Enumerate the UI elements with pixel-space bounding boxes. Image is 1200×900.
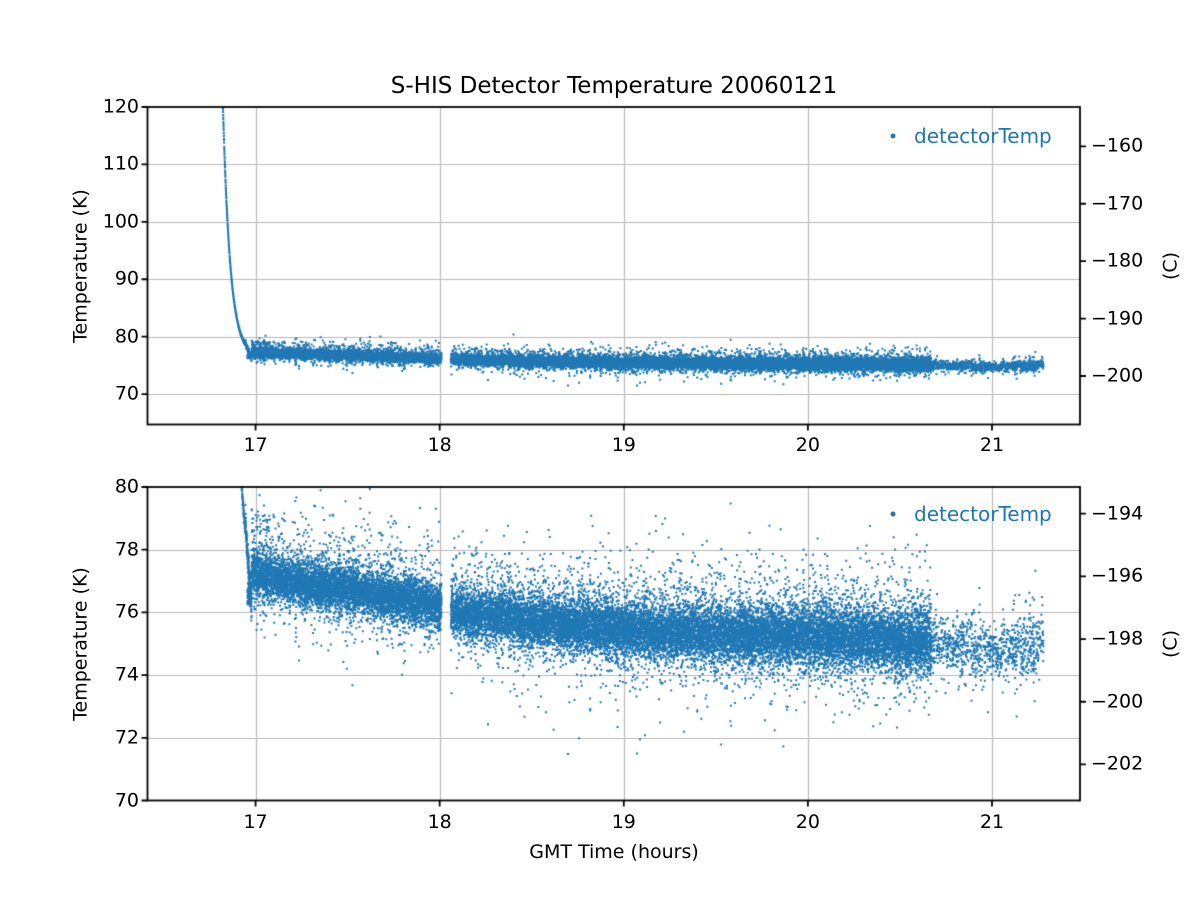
x-tick-label: 21: [979, 434, 1005, 456]
y-tick-label-left: 100: [102, 210, 139, 233]
y-tick-label-left: 72: [114, 726, 139, 749]
y-tick-label-right: −160: [1091, 134, 1144, 157]
y-tick-label-right: −180: [1091, 249, 1144, 272]
y-tick-label-right: −170: [1091, 192, 1144, 215]
y-tick-label-left: 74: [114, 663, 139, 686]
y-tick-label-left: 76: [114, 600, 139, 623]
bottom-legend-label: detectorTemp: [914, 502, 1052, 526]
bottom-ylabel-left: Temperature (K): [69, 567, 92, 721]
y-tick-label-right: −200: [1091, 364, 1144, 387]
top-legend-label: detectorTemp: [914, 124, 1052, 148]
chart-title: S-HIS Detector Temperature 20060121: [390, 73, 838, 99]
top-ylabel-left: Temperature (K): [69, 189, 92, 343]
legend-marker-icon: [890, 511, 896, 517]
y-tick-label-left: 120: [102, 95, 139, 118]
y-tick-label-left: 70: [114, 789, 139, 811]
y-tick-label-right: −200: [1091, 690, 1144, 713]
y-tick-label-left: 80: [114, 475, 139, 498]
x-tick-label: 19: [611, 434, 636, 456]
x-tick-label: 19: [611, 811, 636, 833]
x-axis-label: GMT Time (hours): [529, 841, 699, 863]
top-ylabel-right: (C): [1159, 251, 1182, 281]
y-tick-label-left: 80: [114, 325, 139, 348]
x-tick-label: 21: [979, 811, 1005, 833]
x-tick-label: 17: [243, 811, 268, 833]
y-tick-label-right: −198: [1091, 627, 1144, 650]
y-tick-label-left: 110: [102, 152, 139, 175]
x-tick-label: 18: [427, 811, 452, 833]
y-tick-label-right: −202: [1091, 752, 1144, 775]
x-tick-label: 20: [795, 811, 820, 833]
legend-marker-icon: [890, 133, 896, 139]
y-tick-label-left: 90: [114, 267, 139, 290]
y-tick-label-left: 70: [114, 382, 139, 405]
y-tick-label-right: −196: [1091, 564, 1144, 587]
y-tick-label-right: −194: [1091, 502, 1144, 525]
bottom-ylabel-right: (C): [1159, 629, 1182, 659]
x-tick-label: 17: [243, 434, 268, 456]
x-tick-label: 18: [427, 434, 452, 456]
y-tick-label-right: −190: [1091, 307, 1144, 330]
y-tick-label-left: 78: [114, 538, 139, 561]
x-tick-label: 20: [795, 434, 820, 456]
